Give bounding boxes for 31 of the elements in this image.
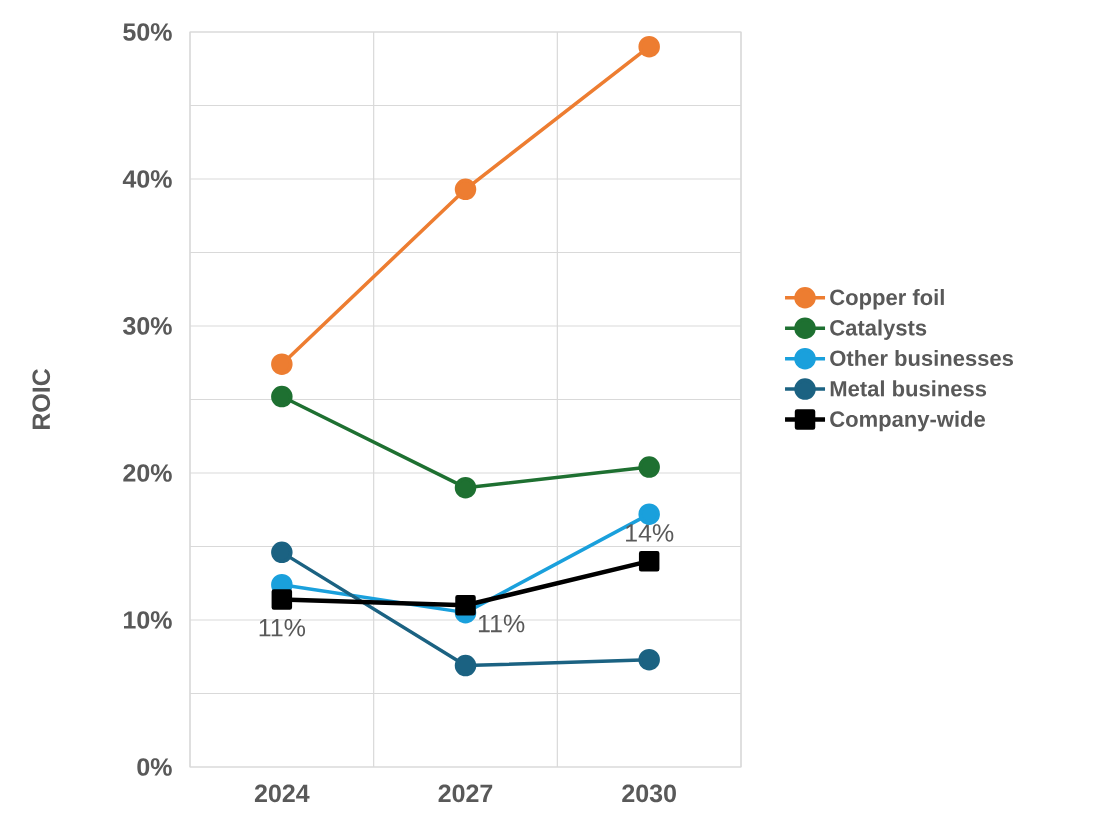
y-axis-title: ROIC (32, 368, 51, 430)
y-tick-label: 30% (123, 317, 172, 335)
y-tick-label: 20% (123, 464, 172, 482)
point (271, 541, 293, 564)
y-tick-label: 50% (123, 23, 172, 41)
point (454, 654, 477, 677)
point (454, 178, 477, 201)
point (638, 648, 660, 671)
y-tick-label: 0% (137, 758, 172, 776)
data-label: 14% (626, 524, 674, 542)
data-label: 11% (259, 618, 306, 637)
point (271, 353, 293, 375)
point (638, 503, 660, 525)
point (271, 589, 293, 610)
legend-label: Company-wide (830, 410, 985, 432)
y-tick-label: 10% (124, 611, 172, 629)
y-tick-label: 40% (122, 170, 172, 188)
point (638, 550, 660, 572)
legend-label: Metal business (830, 380, 987, 397)
point (271, 385, 293, 408)
x-tick-label: 2030 (622, 784, 676, 803)
point (455, 595, 476, 616)
point (638, 35, 660, 58)
x-tick-label: 2027 (438, 784, 493, 803)
legend-label: Other businesses (830, 349, 1013, 367)
legend-label: Copper foil (830, 289, 944, 310)
data-label: 11% (478, 614, 525, 633)
point (454, 476, 477, 499)
legend-label: Catalysts (830, 319, 927, 340)
x-tick-label: 2024 (254, 784, 310, 803)
point (638, 456, 660, 478)
